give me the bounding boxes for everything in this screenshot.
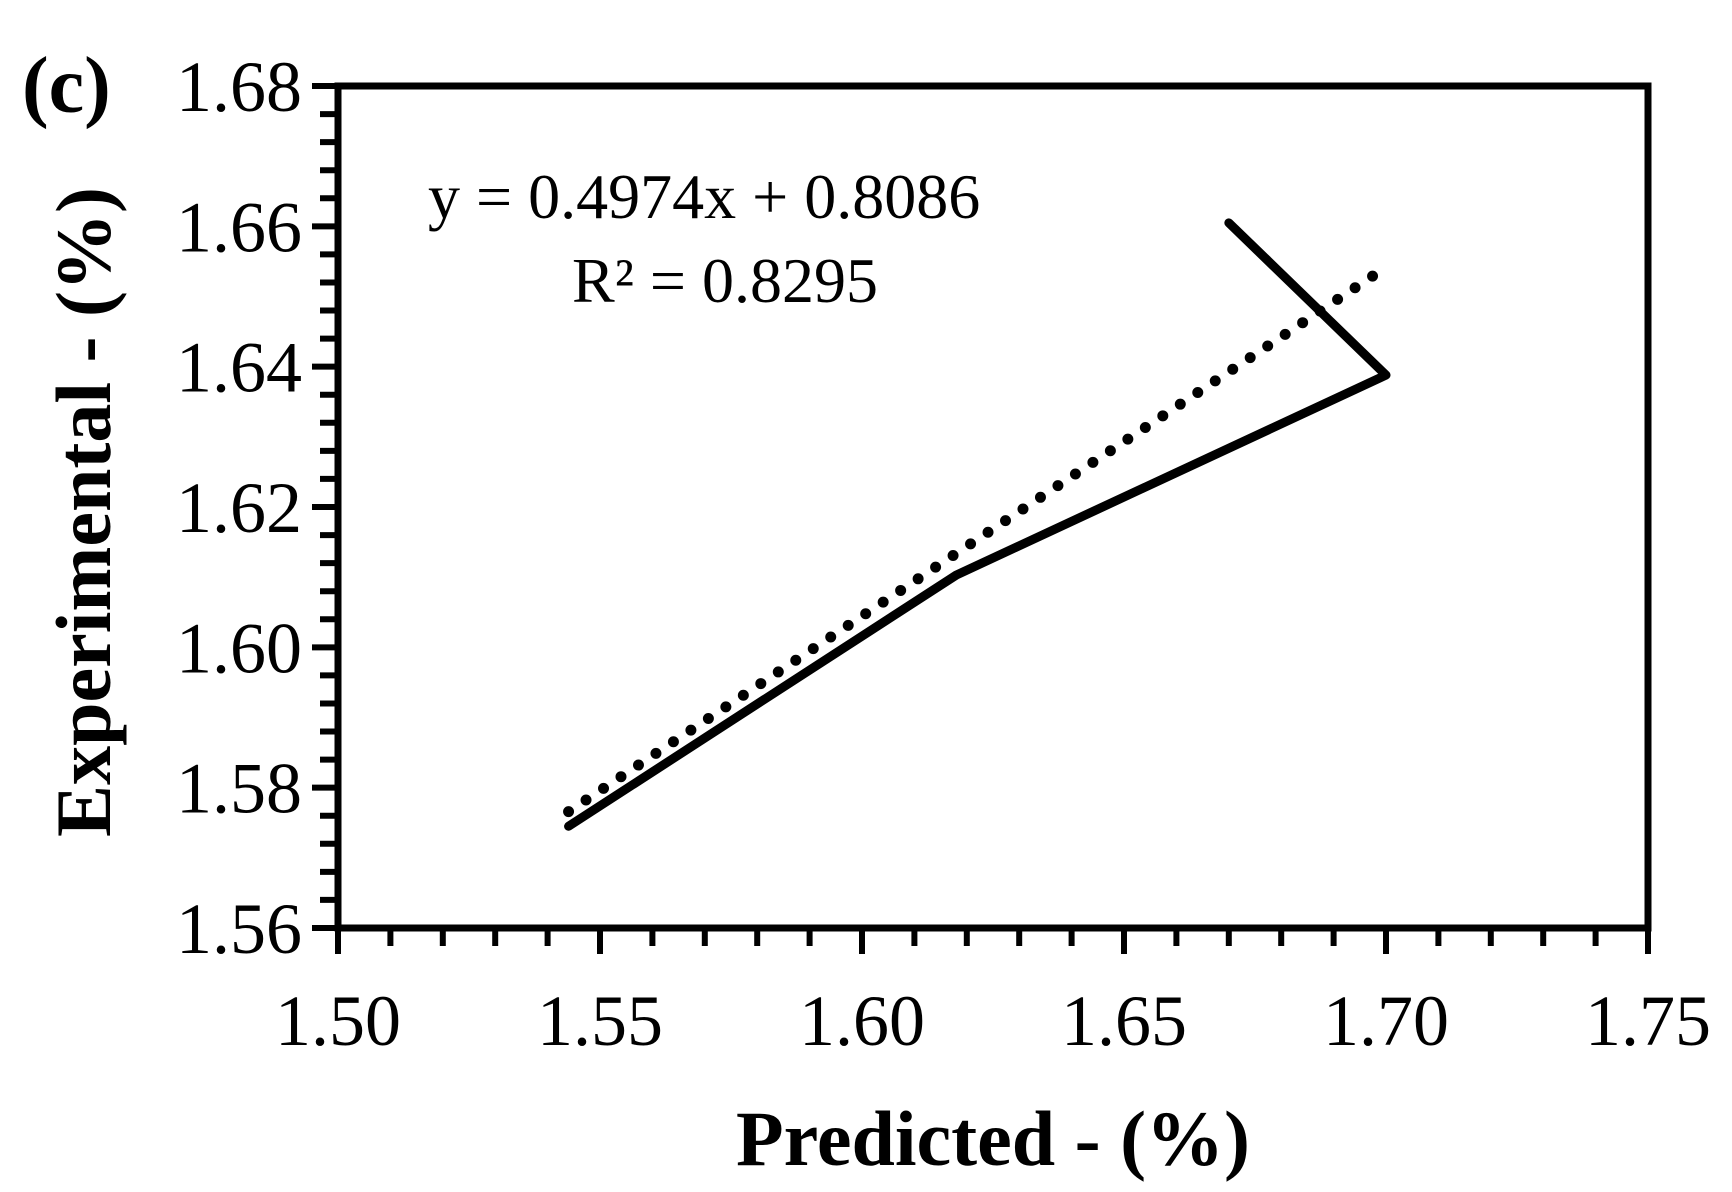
y-tick-label: 1.58 (176, 749, 302, 829)
x-axis-title: Predicted - (%) (736, 1095, 1250, 1182)
y-axis-title: Experimental - (%) (40, 187, 127, 837)
r-squared-label: R² = 0.8295 (572, 245, 878, 316)
x-tick-label: 1.50 (275, 981, 401, 1061)
y-tick-label: 1.66 (176, 187, 302, 267)
x-tick-label: 1.65 (1061, 981, 1187, 1061)
y-tick-label: 1.56 (176, 889, 302, 969)
y-tick-label: 1.62 (176, 468, 302, 548)
y-tick-label: 1.68 (176, 47, 302, 127)
x-tick-label: 1.60 (799, 981, 925, 1061)
x-tick-label: 1.55 (537, 981, 663, 1061)
trendline (563, 261, 1392, 818)
x-tick-label: 1.75 (1585, 981, 1711, 1061)
labels-layer: 1.50 1.55 1.60 1.65 1.70 1.75 1.56 1.58 1.60 1.62… (176, 47, 1711, 1061)
panel-label: (c) (22, 42, 111, 130)
plot-area-frame (334, 82, 1652, 932)
y-tick-label: 1.60 (176, 608, 302, 688)
series-line (564, 218, 1391, 831)
series-layer (563, 218, 1392, 831)
trendline-equation: y = 0.4974x + 0.8086 (428, 161, 980, 232)
x-tick-label: 1.70 (1323, 981, 1449, 1061)
y-tick-label: 1.64 (176, 328, 302, 408)
